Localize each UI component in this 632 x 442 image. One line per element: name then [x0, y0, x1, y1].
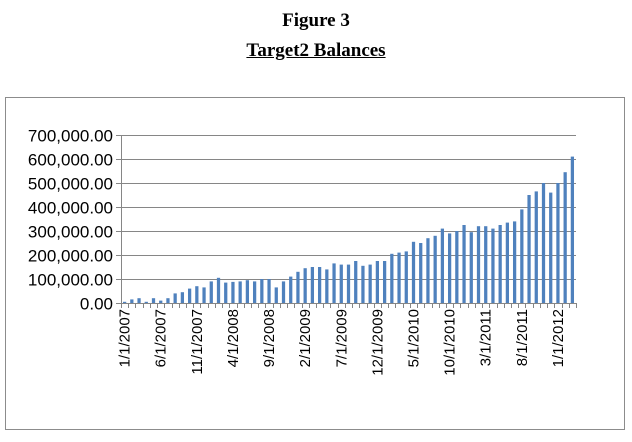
bar	[484, 226, 488, 303]
bar	[224, 282, 228, 303]
bar	[411, 241, 416, 303]
y-tick-label: 500,000.00	[28, 175, 113, 194]
bar	[512, 221, 517, 303]
bar	[180, 292, 185, 303]
chart-frame: 0.00 100,000.00 200,000.00 300,000.00 400,00…	[5, 97, 625, 430]
bar-chart: 0.00 100,000.00 200,000.00 300,000.00 400,00…	[28, 127, 577, 376]
bar	[289, 276, 293, 303]
y-tick-label: 400,000.00	[28, 199, 113, 218]
bar	[122, 301, 127, 303]
bar	[455, 231, 459, 303]
bar	[187, 288, 192, 303]
bar	[151, 298, 156, 303]
bar	[159, 300, 163, 303]
bar	[245, 280, 250, 303]
bar	[209, 281, 213, 303]
bar	[404, 251, 408, 303]
bar	[130, 299, 134, 303]
bar	[260, 279, 264, 303]
x-tick-label: 2/1/2009	[297, 309, 314, 367]
gridlines	[121, 135, 576, 280]
bar	[339, 264, 343, 303]
x-tick-label: 10/1/2010	[442, 309, 459, 376]
x-tick-label: 3/1/2011	[478, 309, 495, 366]
y-tick-label: 300,000.00	[28, 223, 113, 242]
x-tick-label: 5/1/2010	[406, 309, 423, 367]
y-tick-label: 0.00	[80, 295, 113, 314]
bar	[166, 298, 170, 303]
bar	[491, 228, 495, 303]
bar	[426, 238, 430, 303]
bar	[310, 267, 315, 303]
bar	[527, 195, 531, 303]
bar	[144, 301, 148, 303]
bar	[397, 252, 401, 303]
x-tick-label: 9/1/2008	[261, 309, 278, 367]
x-tick-label: 8/1/2011	[514, 309, 531, 366]
bar	[382, 261, 387, 303]
bar	[202, 287, 206, 303]
bar	[296, 271, 300, 303]
y-tick-label: 100,000.00	[28, 271, 113, 290]
bar	[267, 279, 271, 303]
bar	[303, 268, 307, 303]
bar	[231, 281, 235, 303]
bar	[476, 226, 481, 303]
bar	[361, 265, 365, 303]
bar	[541, 183, 546, 303]
bar	[368, 264, 372, 303]
bar	[137, 298, 141, 303]
x-tick-label: 6/1/2007	[153, 309, 170, 367]
figure-number: Figure 3	[282, 10, 350, 31]
y-tick-label: 600,000.00	[28, 151, 113, 170]
bar-series	[122, 156, 575, 303]
figure-title: Target2 Balances	[246, 40, 386, 61]
bar	[390, 253, 394, 303]
axes	[116, 135, 577, 308]
y-tick-label: 700,000.00	[28, 127, 113, 146]
bar	[419, 243, 423, 303]
bar	[375, 261, 380, 303]
bar	[325, 269, 329, 303]
x-tick-label: 12/1/2009	[369, 309, 386, 376]
bar	[252, 281, 257, 303]
bar	[346, 264, 351, 303]
bar	[520, 209, 524, 303]
bar	[549, 192, 553, 303]
bar	[238, 281, 242, 303]
bar	[447, 233, 452, 303]
x-tick-label: 7/1/2009	[333, 309, 350, 367]
bar	[563, 172, 567, 303]
x-tick-label: 1/1/2007	[117, 309, 134, 367]
bar	[274, 287, 278, 303]
x-tick-label: 11/1/2007	[189, 309, 206, 375]
bar	[433, 235, 437, 303]
x-tick-labels: 1/1/2007 6/1/2007 11/1/2007 4/1/2008 9/1/200…	[117, 309, 567, 376]
bar	[556, 183, 560, 303]
bar	[173, 293, 177, 303]
bar	[505, 222, 510, 303]
y-tick-labels: 0.00 100,000.00 200,000.00 300,000.00 400,00…	[28, 127, 113, 314]
bar	[317, 267, 322, 303]
bar	[469, 232, 473, 303]
bar	[534, 191, 538, 303]
bar	[281, 281, 286, 303]
bar	[462, 225, 466, 303]
bar	[440, 228, 445, 303]
x-tick-label: 1/1/2012	[550, 309, 567, 367]
x-tick-label: 4/1/2008	[225, 309, 242, 367]
bar	[195, 286, 199, 303]
bar	[354, 261, 358, 303]
bar	[332, 263, 336, 303]
bar	[216, 277, 221, 303]
bar	[498, 225, 502, 303]
y-tick-label: 200,000.00	[28, 247, 113, 266]
bar	[570, 156, 575, 303]
